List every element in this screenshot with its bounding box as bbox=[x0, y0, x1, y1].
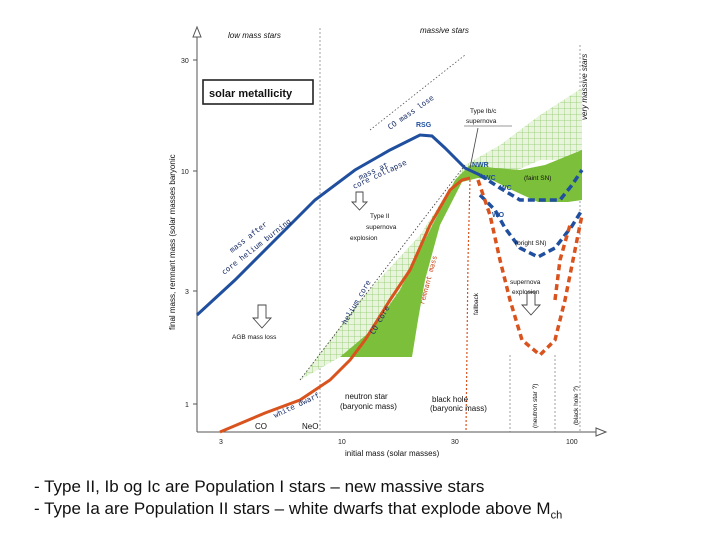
y-tick-1: 1 bbox=[185, 402, 189, 409]
x-axis-label: initial mass (solar masses) bbox=[345, 449, 440, 458]
final-mass-curve bbox=[195, 133, 481, 317]
wc-lower-label: WC bbox=[500, 185, 512, 192]
metallicity-label: solar metallicity bbox=[209, 88, 293, 100]
fallback-label: fallback bbox=[473, 292, 480, 315]
very-massive-stars-label: very massive stars bbox=[580, 54, 589, 120]
low-mass-stars-label: low mass stars bbox=[228, 31, 281, 40]
supernova-explosion-label-2: explosion bbox=[512, 289, 540, 296]
type-ibc-pointer bbox=[469, 127, 479, 169]
faint-sn-label: (faint SN) bbox=[524, 175, 551, 182]
bright-sn-label: (bright SN) bbox=[515, 240, 546, 247]
black-hole-baryonic-label: (baryonic mass) bbox=[430, 404, 487, 413]
co-remnant-label: CO bbox=[255, 422, 267, 431]
y-tick-3: 3 bbox=[185, 289, 189, 296]
rsg-label: RSG bbox=[416, 122, 432, 129]
caption: - Type II, Ib og Ic are Population I sta… bbox=[34, 476, 714, 526]
caption-line-2-subscript: ch bbox=[550, 509, 563, 522]
co-core-region bbox=[340, 150, 582, 357]
co-mass-lose-line bbox=[369, 54, 466, 131]
black-hole-label: black hole bbox=[432, 395, 469, 404]
supernova-explosion-label: supernova bbox=[510, 279, 541, 286]
caption-line-2-text: - Type Ia are Population II stars – whit… bbox=[34, 499, 551, 518]
y-tick-10: 10 bbox=[181, 169, 189, 176]
wc-top-label: WC bbox=[484, 175, 496, 182]
type-ibc-supernova-label: supernova bbox=[466, 118, 497, 125]
x-tick-100: 100 bbox=[566, 439, 578, 446]
white-dwarf-label: white dwarf bbox=[272, 391, 321, 420]
type-ii-supernova-label: supernova bbox=[366, 224, 397, 231]
x-tick-3: 3 bbox=[219, 439, 223, 446]
final-mass-curve-wo bbox=[478, 193, 584, 259]
final-mass-curve-wr bbox=[479, 169, 584, 202]
nwr-label: NWR bbox=[472, 162, 489, 169]
type-ii-explosion-label: explosion bbox=[350, 235, 378, 242]
y-axis-arrow bbox=[192, 25, 202, 38]
x-axis-arrow bbox=[595, 427, 608, 437]
massive-stars-label: massive stars bbox=[420, 26, 469, 35]
type-ibc-box bbox=[463, 104, 515, 128]
type-ibc-label: Type Ib/c bbox=[470, 108, 497, 115]
y-tick-30: 30 bbox=[181, 58, 189, 65]
neutron-star-baryonic-label: (baryonic mass) bbox=[340, 402, 397, 411]
remnant-mass-curve-pair-instability bbox=[476, 179, 584, 358]
black-hole-question-label: (black hole ?) bbox=[573, 386, 580, 425]
oneo-remnant-label: NeO bbox=[302, 422, 318, 431]
caption-line-1: - Type II, Ib og Ic are Population I sta… bbox=[34, 477, 485, 496]
neutron-star-label: neutron star bbox=[345, 392, 388, 401]
hatched-region bbox=[300, 88, 582, 380]
remnant-mass-curve-fallback bbox=[465, 179, 471, 433]
stellar-evolution-diagram: 30 10 3 1 3 10 30 100 initial mass (sola… bbox=[168, 25, 608, 458]
arrows bbox=[251, 191, 542, 329]
type-ii-label: Type II bbox=[370, 213, 390, 220]
agb-mass-loss-label: AGB mass loss bbox=[232, 334, 277, 341]
remnant-mass-curve bbox=[219, 176, 471, 434]
region-dividers bbox=[319, 28, 581, 432]
remnant-bottom-segment bbox=[553, 224, 572, 301]
y-axis-label: final mass, remnant mass (solar masses b… bbox=[168, 154, 177, 330]
wo-label: WO bbox=[492, 212, 505, 219]
metallicity-box bbox=[202, 79, 314, 105]
x-tick-10: 10 bbox=[338, 439, 346, 446]
caption-line-2: - Type Ia are Population II stars – whit… bbox=[34, 498, 714, 526]
y-tick-marks bbox=[193, 59, 197, 405]
neutron-star-question-label: (neutron star ?) bbox=[532, 384, 539, 428]
x-tick-30: 30 bbox=[451, 439, 459, 446]
